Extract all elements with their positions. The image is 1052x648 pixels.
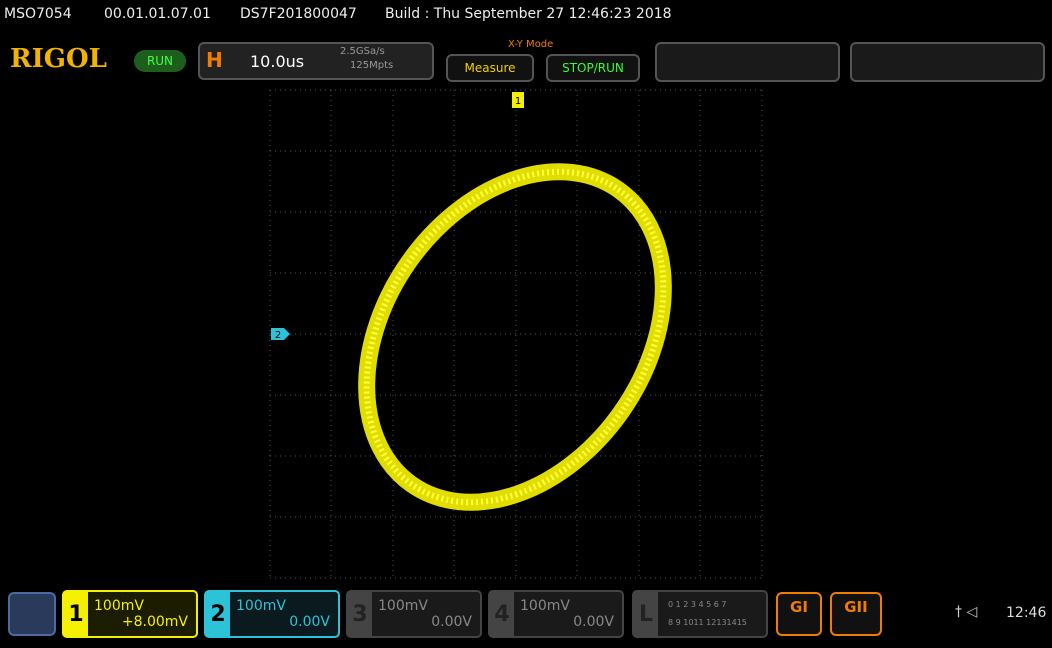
generator-2[interactable]: GII: [830, 592, 882, 636]
channel-offset: 0.00V: [431, 614, 472, 630]
channel-number: 4: [490, 592, 514, 636]
serial: DS7F201800047: [240, 6, 357, 22]
brand: RIGOL: [10, 44, 107, 74]
stop-run-button[interactable]: STOP/RUN: [546, 54, 640, 82]
grid: [270, 90, 762, 578]
channel-4[interactable]: 4 100mV 0.00V: [488, 590, 624, 638]
channel-number: 1: [64, 592, 88, 636]
usb-icon: † ◁: [955, 604, 977, 620]
memory-depth: 125Mpts: [350, 60, 393, 71]
channel-scale: 100mV: [520, 598, 570, 614]
channel-scale: 100mV: [236, 598, 286, 614]
run-state: RUN: [134, 50, 186, 72]
measure-button[interactable]: Measure: [446, 54, 534, 82]
logic-row: 0 1 2 3 4 5 6 7: [668, 600, 727, 609]
horizontal-key: H: [206, 48, 223, 72]
empty-slot: [655, 42, 840, 82]
build: Build : Thu September 27 12:46:23 2018: [385, 6, 672, 22]
channel-2[interactable]: 2 100mV 0.00V: [204, 590, 340, 638]
channel-3[interactable]: 3 100mV 0.00V: [346, 590, 482, 638]
channel-number: 3: [348, 592, 372, 636]
channel-offset: 0.00V: [289, 614, 330, 630]
scope-screen: MSO7054 00.01.01.07.01 DS7F201800047 Bui…: [0, 0, 1052, 648]
empty-slot: [850, 42, 1045, 82]
channel-marker: 2: [275, 330, 281, 341]
clock: 12:46: [1006, 605, 1046, 621]
trigger-marker: 1: [515, 96, 521, 107]
logic-panel[interactable]: L 0 1 2 3 4 5 6 7 8 9 1011 12131415: [632, 590, 768, 638]
logic-row: 8 9 1011 12131415: [668, 618, 747, 627]
channel-number: 2: [206, 592, 230, 636]
menu-button[interactable]: [8, 592, 56, 636]
channel-scale: 100mV: [378, 598, 428, 614]
channel-1[interactable]: 1 100mV +8.00mV: [62, 590, 198, 638]
version: 00.01.01.07.01: [104, 6, 211, 22]
xy-display: 1 2: [0, 86, 1052, 586]
timebase-panel[interactable]: [198, 42, 434, 80]
generator-1[interactable]: GI: [776, 592, 822, 636]
channel-offset: 0.00V: [573, 614, 614, 630]
channel-scale: 100mV: [94, 598, 144, 614]
model: MSO7054: [4, 6, 72, 22]
mode: X-Y Mode: [508, 39, 553, 50]
timebase: 10.0us: [250, 52, 304, 71]
logic-label: L: [634, 592, 658, 636]
sample-rate: 2.5GSa/s: [340, 46, 385, 57]
channel-offset: +8.00mV: [122, 614, 188, 630]
